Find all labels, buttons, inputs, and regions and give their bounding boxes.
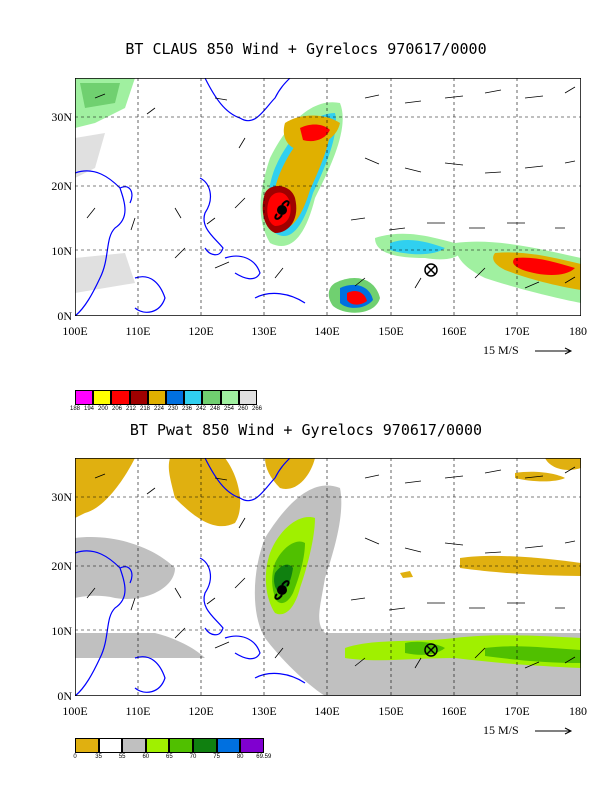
colorbar-tick-label: 242	[195, 406, 207, 412]
colorbar-swatch	[238, 390, 257, 405]
colorbar-tick-label: 218	[139, 406, 151, 412]
colorbar-tick-label: 194	[83, 406, 95, 412]
panel2-lon-180: 180	[569, 704, 587, 718]
colorbar-swatch	[220, 390, 239, 405]
panel2-lat-10n: 10N	[51, 624, 72, 638]
colorbar-tick-label: 65	[166, 754, 173, 760]
colorbar-swatch	[169, 738, 193, 753]
panel2-wind-vectors	[86, 466, 576, 669]
colorbar-tick-label: 236	[181, 406, 193, 412]
panel2-title: BT Pwat 850 Wind + Gyrelocs 970617/0000	[129, 421, 483, 439]
colorbar-tick-label: 200	[97, 406, 109, 412]
panel2-map	[75, 458, 581, 696]
colorbar-swatch	[216, 738, 241, 753]
colorbar-tick-label: 212	[125, 406, 137, 412]
panel1-lon-160e: 160E	[441, 324, 467, 338]
panel2-typhoon-symbol-icon	[274, 580, 290, 600]
colorbar-tick-label: 0	[73, 754, 77, 760]
colorbar-swatch	[240, 738, 264, 753]
panel1-gyre-marker-icon	[424, 263, 438, 277]
panel2-lon-160e: 160E	[441, 704, 467, 718]
colorbar-tick-label: 55	[118, 754, 126, 760]
panel2-lon-120e: 120E	[188, 704, 214, 718]
colorbar-tick-label: 206	[111, 406, 123, 412]
panel2-gyre-marker-icon	[424, 643, 438, 657]
panel1-lat-0n: 0N	[57, 309, 72, 323]
panel1-lon-110e: 110E	[125, 324, 151, 338]
colorbar-swatch	[184, 390, 203, 405]
panel2-coastlines	[75, 458, 306, 696]
panel1-wind-vectors	[86, 86, 576, 289]
colorbar-tick-label: 69.59	[256, 754, 272, 760]
panel1-grid	[75, 78, 581, 316]
panel1-title: BT CLAUS 850 Wind + Gyrelocs 970617/0000	[125, 40, 487, 58]
panel1-typhoon-symbol-icon	[274, 200, 290, 220]
colorbar-swatch	[166, 390, 185, 405]
colorbar-swatch	[193, 738, 217, 753]
panel2-lon-130e: 130E	[251, 704, 277, 718]
panel2-lon-150e: 150E	[378, 704, 404, 718]
colorbar-tick-label: 266	[251, 406, 263, 412]
panel1-lon-150e: 150E	[378, 324, 404, 338]
panel1-scale-arrow-icon	[535, 347, 573, 355]
panel2-lat-0n: 0N	[57, 689, 72, 703]
panel1-lon-100e: 100E	[62, 324, 88, 338]
panel1-lon-140e: 140E	[314, 324, 340, 338]
colorbar-swatch	[147, 390, 166, 405]
colorbar-tick-label: 80	[236, 754, 244, 760]
colorbar-tick-label: 188	[69, 406, 81, 412]
panel1-scale-label: 15 M/S	[483, 343, 519, 357]
panel2-grid	[75, 458, 581, 696]
colorbar-swatch	[122, 738, 146, 753]
colorbar-tick-label: 70	[189, 754, 197, 760]
colorbar-swatch	[98, 738, 123, 753]
colorbar-tick-label: 75	[213, 754, 220, 760]
panel1-lon-120e: 120E	[188, 324, 214, 338]
colorbar-swatch	[75, 390, 94, 405]
colorbar-swatch	[93, 390, 112, 405]
panel2-scale-label: 15 M/S	[483, 723, 519, 737]
colorbar-swatch	[111, 390, 130, 405]
panel2-lat-30n: 30N	[51, 490, 72, 504]
panel1-lon-170e: 170E	[504, 324, 530, 338]
colorbar-swatch	[129, 390, 148, 405]
colorbar-swatch	[75, 738, 99, 753]
panel2-lon-170e: 170E	[504, 704, 530, 718]
panel2-lon-140e: 140E	[314, 704, 340, 718]
panel1-lon-130e: 130E	[251, 324, 277, 338]
panel2-scale-arrow-icon	[535, 727, 573, 735]
panel2-lon-100e: 100E	[62, 704, 88, 718]
panel1-lat-20n: 20N	[51, 179, 72, 193]
colorbar-tick-label: 254	[223, 406, 235, 412]
panel2-lat-20n: 20N	[51, 559, 72, 573]
colorbar-tick-label: 60	[142, 754, 150, 760]
panel1-lat-30n: 30N	[51, 110, 72, 124]
colorbar-tick-label: 35	[95, 754, 102, 760]
colorbar-swatch	[145, 738, 170, 753]
panel1-map	[75, 78, 581, 316]
colorbar-swatch	[202, 390, 221, 405]
colorbar-tick-label: 260	[237, 406, 249, 412]
colorbar-tick-label: 230	[167, 406, 179, 412]
colorbar-tick-label: 248	[209, 406, 221, 412]
panel1-lon-180: 180	[569, 324, 587, 338]
panel1-lat-10n: 10N	[51, 244, 72, 258]
colorbar-tick-label: 224	[153, 406, 165, 412]
panel2-lon-110e: 110E	[125, 704, 151, 718]
panel1-coastlines	[75, 78, 306, 316]
